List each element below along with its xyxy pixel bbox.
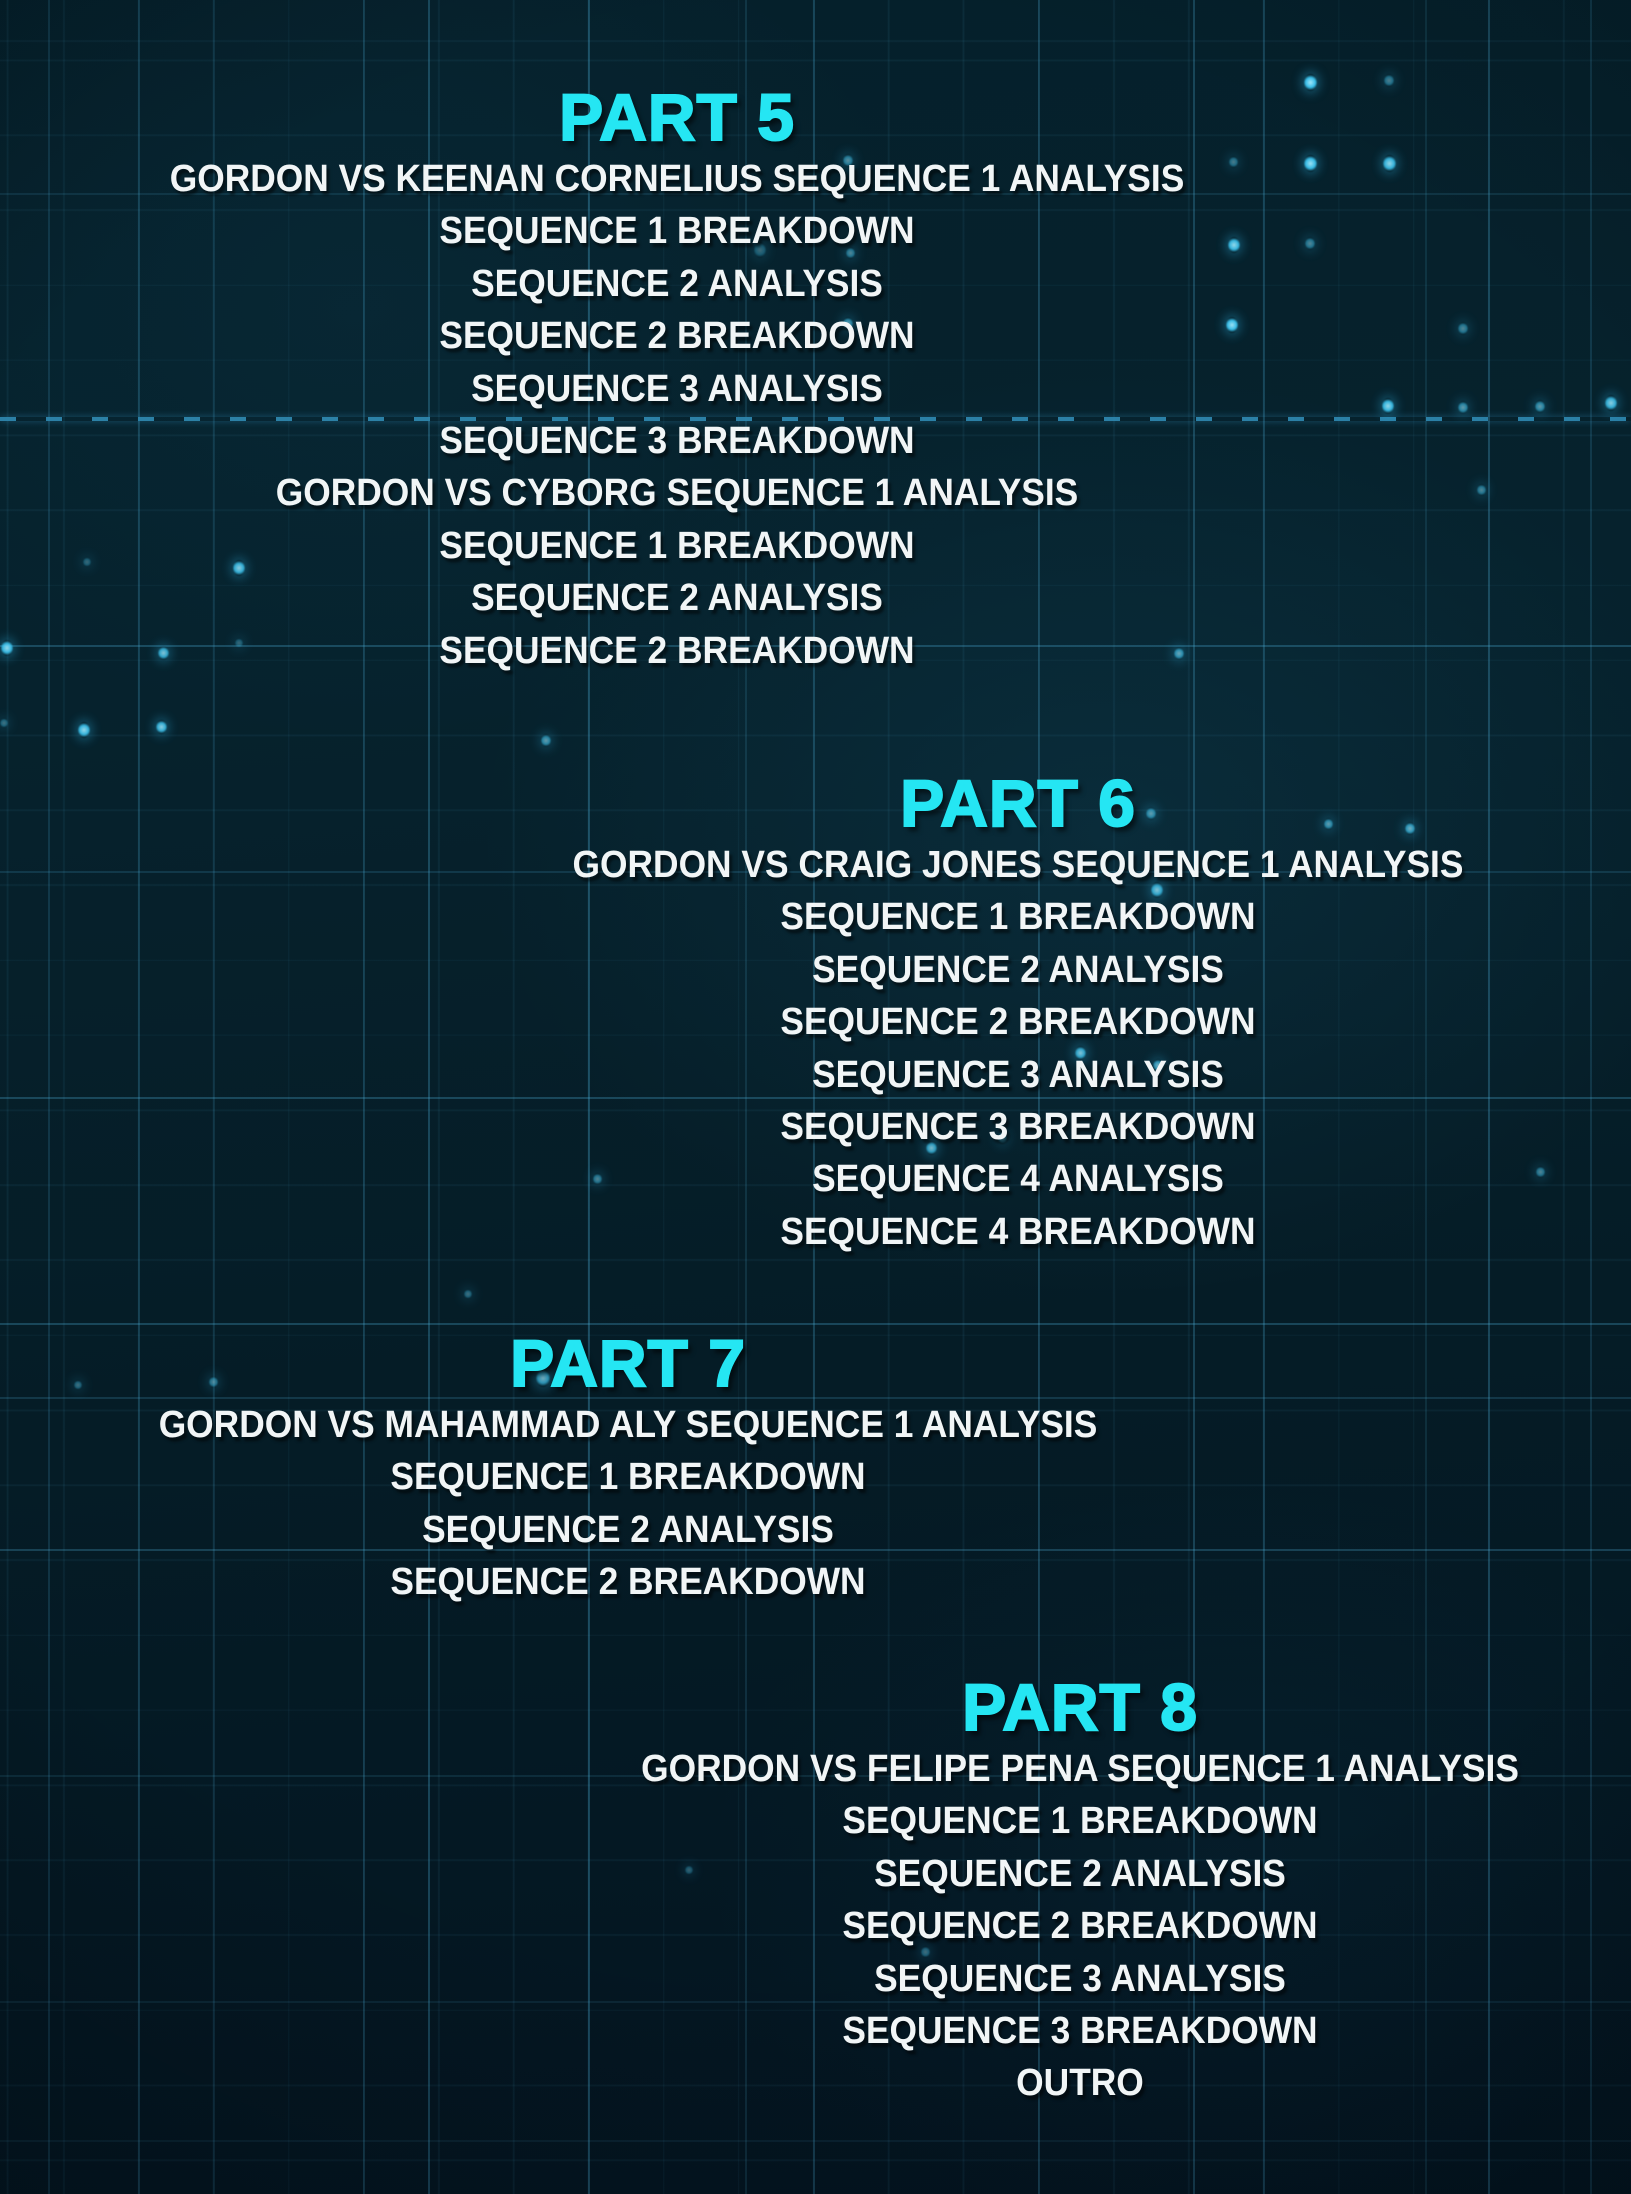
- part-section-6: PART 6 GORDON VS CRAIG JONES SEQUENCE 1 …: [539, 766, 1497, 1258]
- glow-particle: [1228, 156, 1238, 169]
- glow-particle: [464, 1288, 472, 1299]
- glow-particle: [1382, 154, 1396, 172]
- part-section-8: PART 8 GORDON VS FELIPE PENA SEQUENCE 1 …: [608, 1670, 1552, 2110]
- sequence-item: GORDON VS CYBORG SEQUENCE 1 ANALYSIS: [275, 472, 1079, 515]
- part-heading: PART 7: [509, 1326, 746, 1400]
- sequence-item: SEQUENCE 2 ANALYSIS: [471, 262, 883, 305]
- glow-particle: [1476, 484, 1486, 497]
- sequence-item: GORDON VS CRAIG JONES SEQUENCE 1 ANALYSI…: [572, 844, 1464, 886]
- sequence-list: GORDON VS CRAIG JONES SEQUENCE 1 ANALYSI…: [573, 839, 1464, 1258]
- sequence-item: SEQUENCE 4 ANALYSIS: [812, 1158, 1224, 1201]
- glow-particle: [1305, 236, 1315, 250]
- sequence-item: OUTRO: [1016, 2062, 1144, 2105]
- sequence-item: SEQUENCE 3 BREAKDOWN: [439, 420, 915, 463]
- sequence-item: GORDON VS FELIPE PENA SEQUENCE 1 ANALYSI…: [641, 1748, 1519, 1790]
- sequence-item: GORDON VS KEENAN CORNELIUS SEQUENCE 1 AN…: [169, 158, 1185, 200]
- part-heading: PART 6: [899, 766, 1136, 840]
- glow-particle: [1303, 154, 1317, 172]
- sequence-item: SEQUENCE 3 ANALYSIS: [471, 367, 883, 410]
- glow-particle: [1303, 73, 1317, 91]
- glow-particle: [1384, 73, 1394, 87]
- sequence-item: SEQUENCE 4 BREAKDOWN: [780, 1210, 1256, 1253]
- glow-particle: [83, 556, 91, 567]
- grid-horizontal-line: [0, 1323, 1631, 1325]
- sequence-item: SEQUENCE 2 BREAKDOWN: [842, 1905, 1318, 1948]
- sequence-item: SEQUENCE 2 BREAKDOWN: [439, 629, 915, 672]
- glow-particle: [541, 733, 551, 747]
- part-section-5: PART 5 GORDON VS KEENAN CORNELIUS SEQUEN…: [132, 80, 1223, 677]
- sequence-item: SEQUENCE 1 BREAKDOWN: [780, 896, 1256, 939]
- sequence-list: GORDON VS FELIPE PENA SEQUENCE 1 ANALYSI…: [641, 1743, 1519, 2110]
- glow-particle: [1458, 400, 1468, 414]
- part-heading: PART 5: [558, 80, 795, 154]
- grid-horizontal-line: [0, 2140, 1631, 2142]
- part-heading: PART 8: [961, 1670, 1198, 1744]
- sequence-item: SEQUENCE 1 BREAKDOWN: [439, 524, 915, 567]
- glow-particle: [1458, 321, 1468, 335]
- part-section-7: PART 7 GORDON VS MAHAMMAD ALY SEQUENCE 1…: [123, 1326, 1132, 1609]
- sequence-item: SEQUENCE 1 BREAKDOWN: [390, 1456, 866, 1499]
- sequence-item: SEQUENCE 2 BREAKDOWN: [390, 1561, 866, 1604]
- sequence-item: SEQUENCE 2 ANALYSIS: [874, 1852, 1286, 1895]
- sequence-item: GORDON VS MAHAMMAD ALY SEQUENCE 1 ANALYS…: [158, 1404, 1098, 1446]
- sequence-item: SEQUENCE 3 ANALYSIS: [812, 1053, 1224, 1096]
- sequence-item: SEQUENCE 3 ANALYSIS: [874, 1957, 1286, 2000]
- sequence-item: SEQUENCE 1 BREAKDOWN: [842, 1800, 1318, 1843]
- sequence-list: GORDON VS MAHAMMAD ALY SEQUENCE 1 ANALYS…: [159, 1399, 1098, 1609]
- sequence-item: SEQUENCE 3 BREAKDOWN: [780, 1106, 1256, 1149]
- glow-particle: [155, 719, 167, 734]
- glow-particle: [74, 1379, 82, 1390]
- glow-particle: [1535, 399, 1545, 413]
- sequence-list: GORDON VS KEENAN CORNELIUS SEQUENCE 1 AN…: [170, 153, 1185, 677]
- glow-particle: [1535, 1166, 1545, 1179]
- sequence-item: SEQUENCE 2 ANALYSIS: [422, 1508, 834, 1551]
- sequence-item: SEQUENCE 1 BREAKDOWN: [439, 210, 915, 253]
- sequence-item: SEQUENCE 3 BREAKDOWN: [842, 2010, 1318, 2053]
- glow-particle: [0, 717, 8, 728]
- sequence-item: SEQUENCE 2 ANALYSIS: [471, 577, 883, 620]
- sequence-item: SEQUENCE 2 BREAKDOWN: [780, 1001, 1256, 1044]
- sequence-item: SEQUENCE 2 BREAKDOWN: [439, 315, 915, 358]
- sequence-item: SEQUENCE 2 ANALYSIS: [812, 948, 1224, 991]
